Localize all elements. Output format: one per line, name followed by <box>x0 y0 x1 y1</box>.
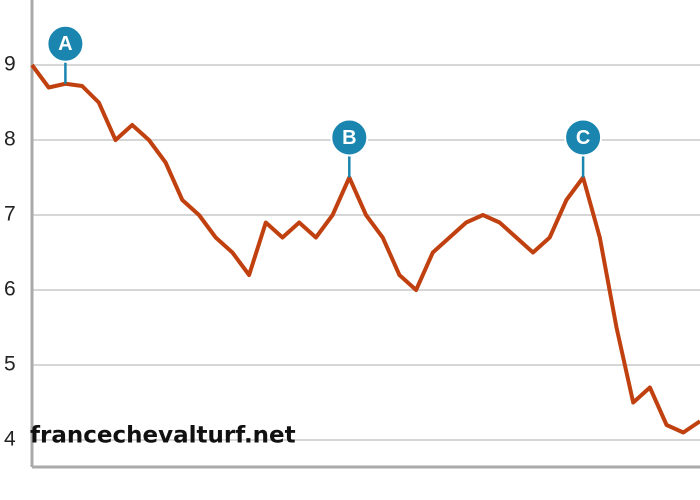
data-line <box>30 63 700 435</box>
annotation-label: A <box>58 33 72 55</box>
y-tick-label: 4 <box>4 428 16 451</box>
y-tick-label: 9 <box>4 53 16 76</box>
annotation-label: C <box>576 127 590 149</box>
annotation-label: B <box>342 127 356 149</box>
annotation-marker <box>330 118 369 157</box>
annotation-marker <box>564 118 603 157</box>
watermark: francechevalturf.net <box>30 423 296 449</box>
y-tick-label: 8 <box>4 128 16 151</box>
annotation-marker <box>46 24 85 63</box>
y-tick-label: 5 <box>4 353 16 376</box>
y-tick-label: 7 <box>4 203 16 226</box>
y-tick-label: 6 <box>4 278 16 301</box>
